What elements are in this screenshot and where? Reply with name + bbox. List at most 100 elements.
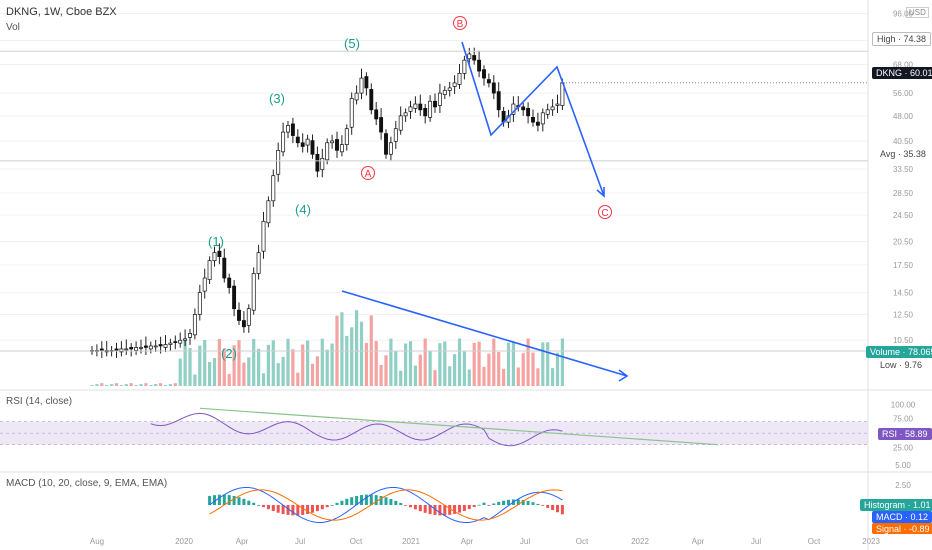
macd-histogram-bar — [433, 505, 437, 515]
volume-bar — [315, 356, 319, 386]
macd-histogram-bar — [262, 505, 265, 508]
candle-body — [276, 149, 281, 175]
macd-histogram-bar — [389, 498, 393, 505]
volume-bar — [198, 345, 202, 386]
candle-body — [300, 142, 305, 147]
time-tick-label: 2021 — [402, 537, 420, 546]
candle-body — [545, 109, 550, 115]
volume-bar — [266, 344, 270, 386]
volume-trend-arrowhead — [618, 369, 629, 382]
macd-histogram-bar — [208, 496, 212, 505]
macd-histogram-bar — [325, 505, 329, 508]
candle-body — [188, 333, 192, 338]
projection-arrowhead — [596, 187, 605, 198]
volume-bar — [124, 384, 128, 386]
volume-bar — [394, 350, 398, 386]
volume-bar — [203, 339, 207, 386]
volume-bar — [183, 339, 187, 386]
reference-lines — [0, 50, 868, 352]
volume-bar — [286, 338, 290, 386]
macd-histogram-bar — [399, 502, 403, 505]
wave-circle-wa — [361, 166, 375, 180]
rsi-tick-label: 25.00 — [893, 444, 914, 453]
volume-bar — [541, 342, 545, 386]
rsi-line — [150, 412, 563, 447]
time-tick-label: Aug — [90, 537, 104, 546]
volume-bar — [364, 342, 368, 386]
price-candles — [90, 47, 565, 358]
candle-body — [286, 125, 290, 133]
volume-bar — [516, 367, 520, 386]
volume-bar — [408, 341, 413, 386]
volume-bar — [502, 368, 506, 386]
macd-histogram-bar — [477, 504, 481, 506]
candle-body — [148, 345, 153, 350]
macd-histogram-bar — [330, 504, 334, 506]
user-drawings[interactable] — [341, 41, 629, 382]
volume-bar — [379, 365, 383, 386]
candle-body — [418, 103, 423, 111]
volume-trendline — [341, 290, 628, 377]
volume-bar — [325, 349, 329, 386]
volume-bar — [163, 385, 168, 386]
macd-histogram-bar — [453, 505, 457, 514]
macd-histogram-bar — [355, 495, 359, 505]
volume-bar — [506, 342, 511, 386]
candle-body — [379, 117, 384, 133]
candle-body — [344, 128, 349, 145]
volume-bar — [247, 357, 251, 386]
time-tick-label: 2023 — [862, 537, 880, 546]
candle-body — [467, 53, 472, 60]
candle-body — [349, 98, 354, 128]
macd-histogram-bar — [448, 505, 452, 515]
volume-bar — [477, 341, 481, 386]
macd-histogram-bar — [413, 505, 417, 510]
volume-bar — [453, 354, 457, 386]
volume-bar — [521, 353, 525, 386]
volume-bar — [355, 310, 359, 386]
volume-bar — [139, 384, 143, 386]
wave-label-w2: (2) — [221, 346, 237, 361]
macd-tick-label: 5.00 — [895, 461, 911, 470]
macd-histogram-bar — [379, 496, 383, 505]
macd-histogram-bar — [502, 500, 506, 505]
candle-body — [526, 108, 531, 117]
volume-bar — [482, 366, 486, 386]
candle-body — [486, 79, 491, 84]
volume-bar — [345, 335, 349, 386]
rsi-indicator-label: RSI (14, close) — [6, 396, 73, 407]
price-tick-label: 24.50 — [893, 211, 914, 220]
candle-body — [212, 252, 217, 262]
volume-bar — [291, 349, 295, 386]
time-tick-label: Apr — [461, 537, 474, 546]
macd-histogram-bar — [418, 505, 422, 512]
candle-body — [428, 100, 433, 118]
macd-histogram-bar — [360, 495, 363, 505]
volume-indicator-label: Vol — [6, 22, 20, 33]
candle-body — [320, 157, 325, 171]
candle-body — [369, 89, 374, 111]
macd-histogram-bar — [345, 498, 349, 505]
candle-body — [447, 87, 452, 91]
volume-bar — [423, 338, 427, 386]
price-tick-label: 96.00 — [893, 10, 914, 19]
volume-bar — [217, 338, 221, 386]
candle-body — [295, 136, 300, 144]
volume-bar — [114, 383, 119, 386]
elliott-wave-labels: (1) (2) (3) (4) (5) A B C — [208, 16, 612, 361]
price-tick-label: 68.00 — [893, 60, 914, 69]
volume-bar — [301, 344, 305, 386]
macd-histogram-bar — [384, 497, 388, 505]
price-tick-label: 14.50 — [893, 289, 914, 298]
price-tick-label: 40.50 — [893, 137, 914, 146]
volume-bar — [531, 352, 535, 386]
macd-histogram-bar — [423, 505, 427, 513]
volume-bar — [168, 384, 172, 386]
candle-body — [241, 320, 246, 328]
candle-body — [359, 77, 364, 94]
volume-bar — [428, 351, 432, 386]
volume-bar — [487, 353, 491, 386]
wave-label-wc: C — [601, 208, 608, 219]
macd-histogram-bar — [467, 505, 471, 510]
